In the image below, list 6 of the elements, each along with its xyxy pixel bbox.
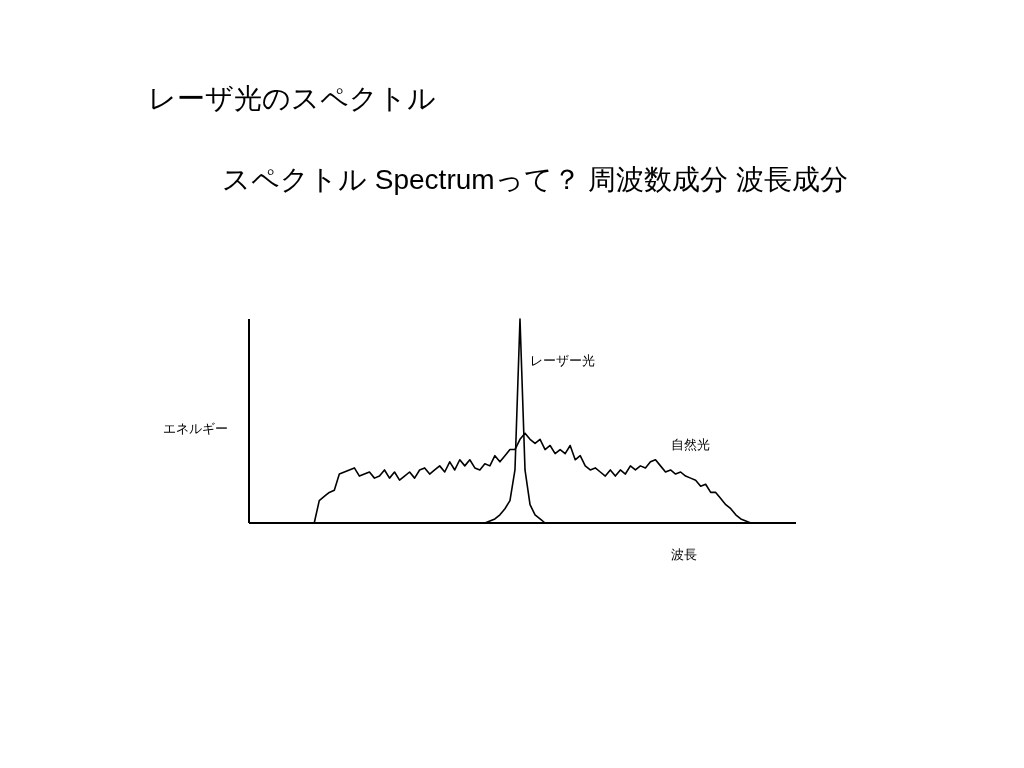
x-axis-title: 波長 [671,547,697,562]
series-label: レーザー光 [530,353,595,368]
y-axis-title: エネルギー [163,421,228,436]
chart-subtitle: スペクトル Spectrumって？ 周波数成分 波長成分 [222,163,849,197]
series-label: 自然光 [671,437,710,452]
chart-title: レーザ光のスペクトル [148,82,436,116]
